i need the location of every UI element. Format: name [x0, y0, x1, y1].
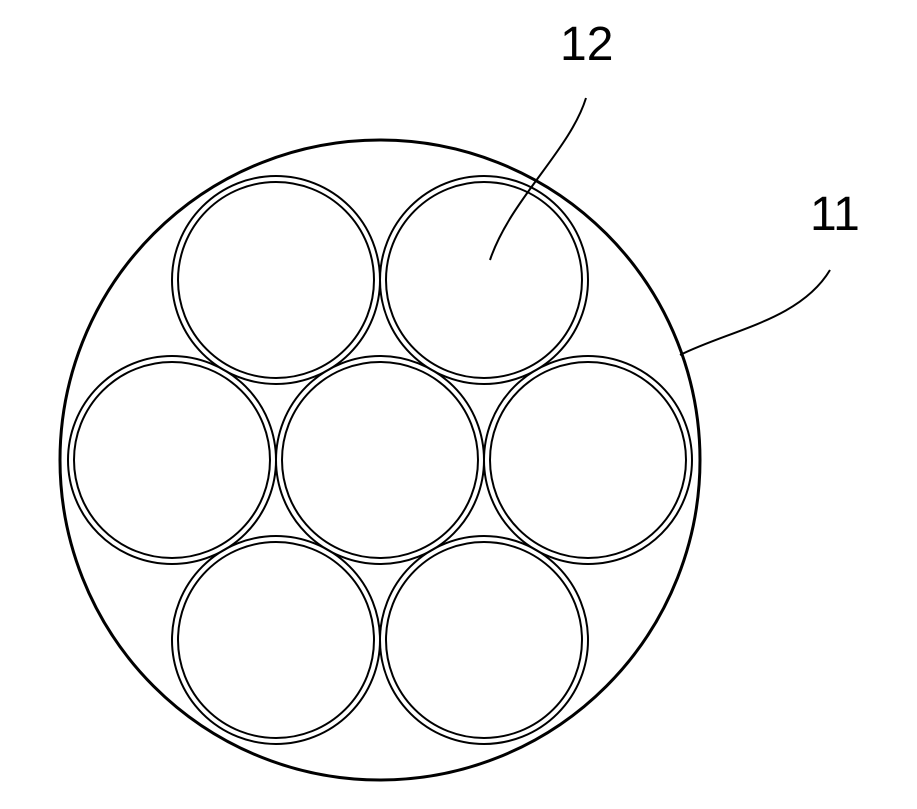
- inner-ring-outer-5: [172, 536, 380, 744]
- diagram-canvas: 12 11: [0, 0, 917, 809]
- inner-ring-outer-0: [276, 356, 484, 564]
- label-11-leader: [680, 270, 830, 355]
- inner-ring-inner-1: [178, 182, 374, 378]
- inner-ring-outer-6: [380, 536, 588, 744]
- label-12: 12: [560, 18, 613, 71]
- inner-ring-outer-4: [484, 356, 692, 564]
- inner-ring-inner-0: [282, 362, 478, 558]
- inner-ring-outer-1: [172, 176, 380, 384]
- inner-ring-inner-4: [490, 362, 686, 558]
- inner-ring-outer-2: [380, 176, 588, 384]
- outer-shell: [60, 140, 700, 780]
- inner-ring-inner-5: [178, 542, 374, 738]
- inner-ring-inner-2: [386, 182, 582, 378]
- label-11: 11: [810, 188, 860, 241]
- inner-ring-inner-6: [386, 542, 582, 738]
- inner-ring-inner-3: [74, 362, 270, 558]
- inner-ring-outer-3: [68, 356, 276, 564]
